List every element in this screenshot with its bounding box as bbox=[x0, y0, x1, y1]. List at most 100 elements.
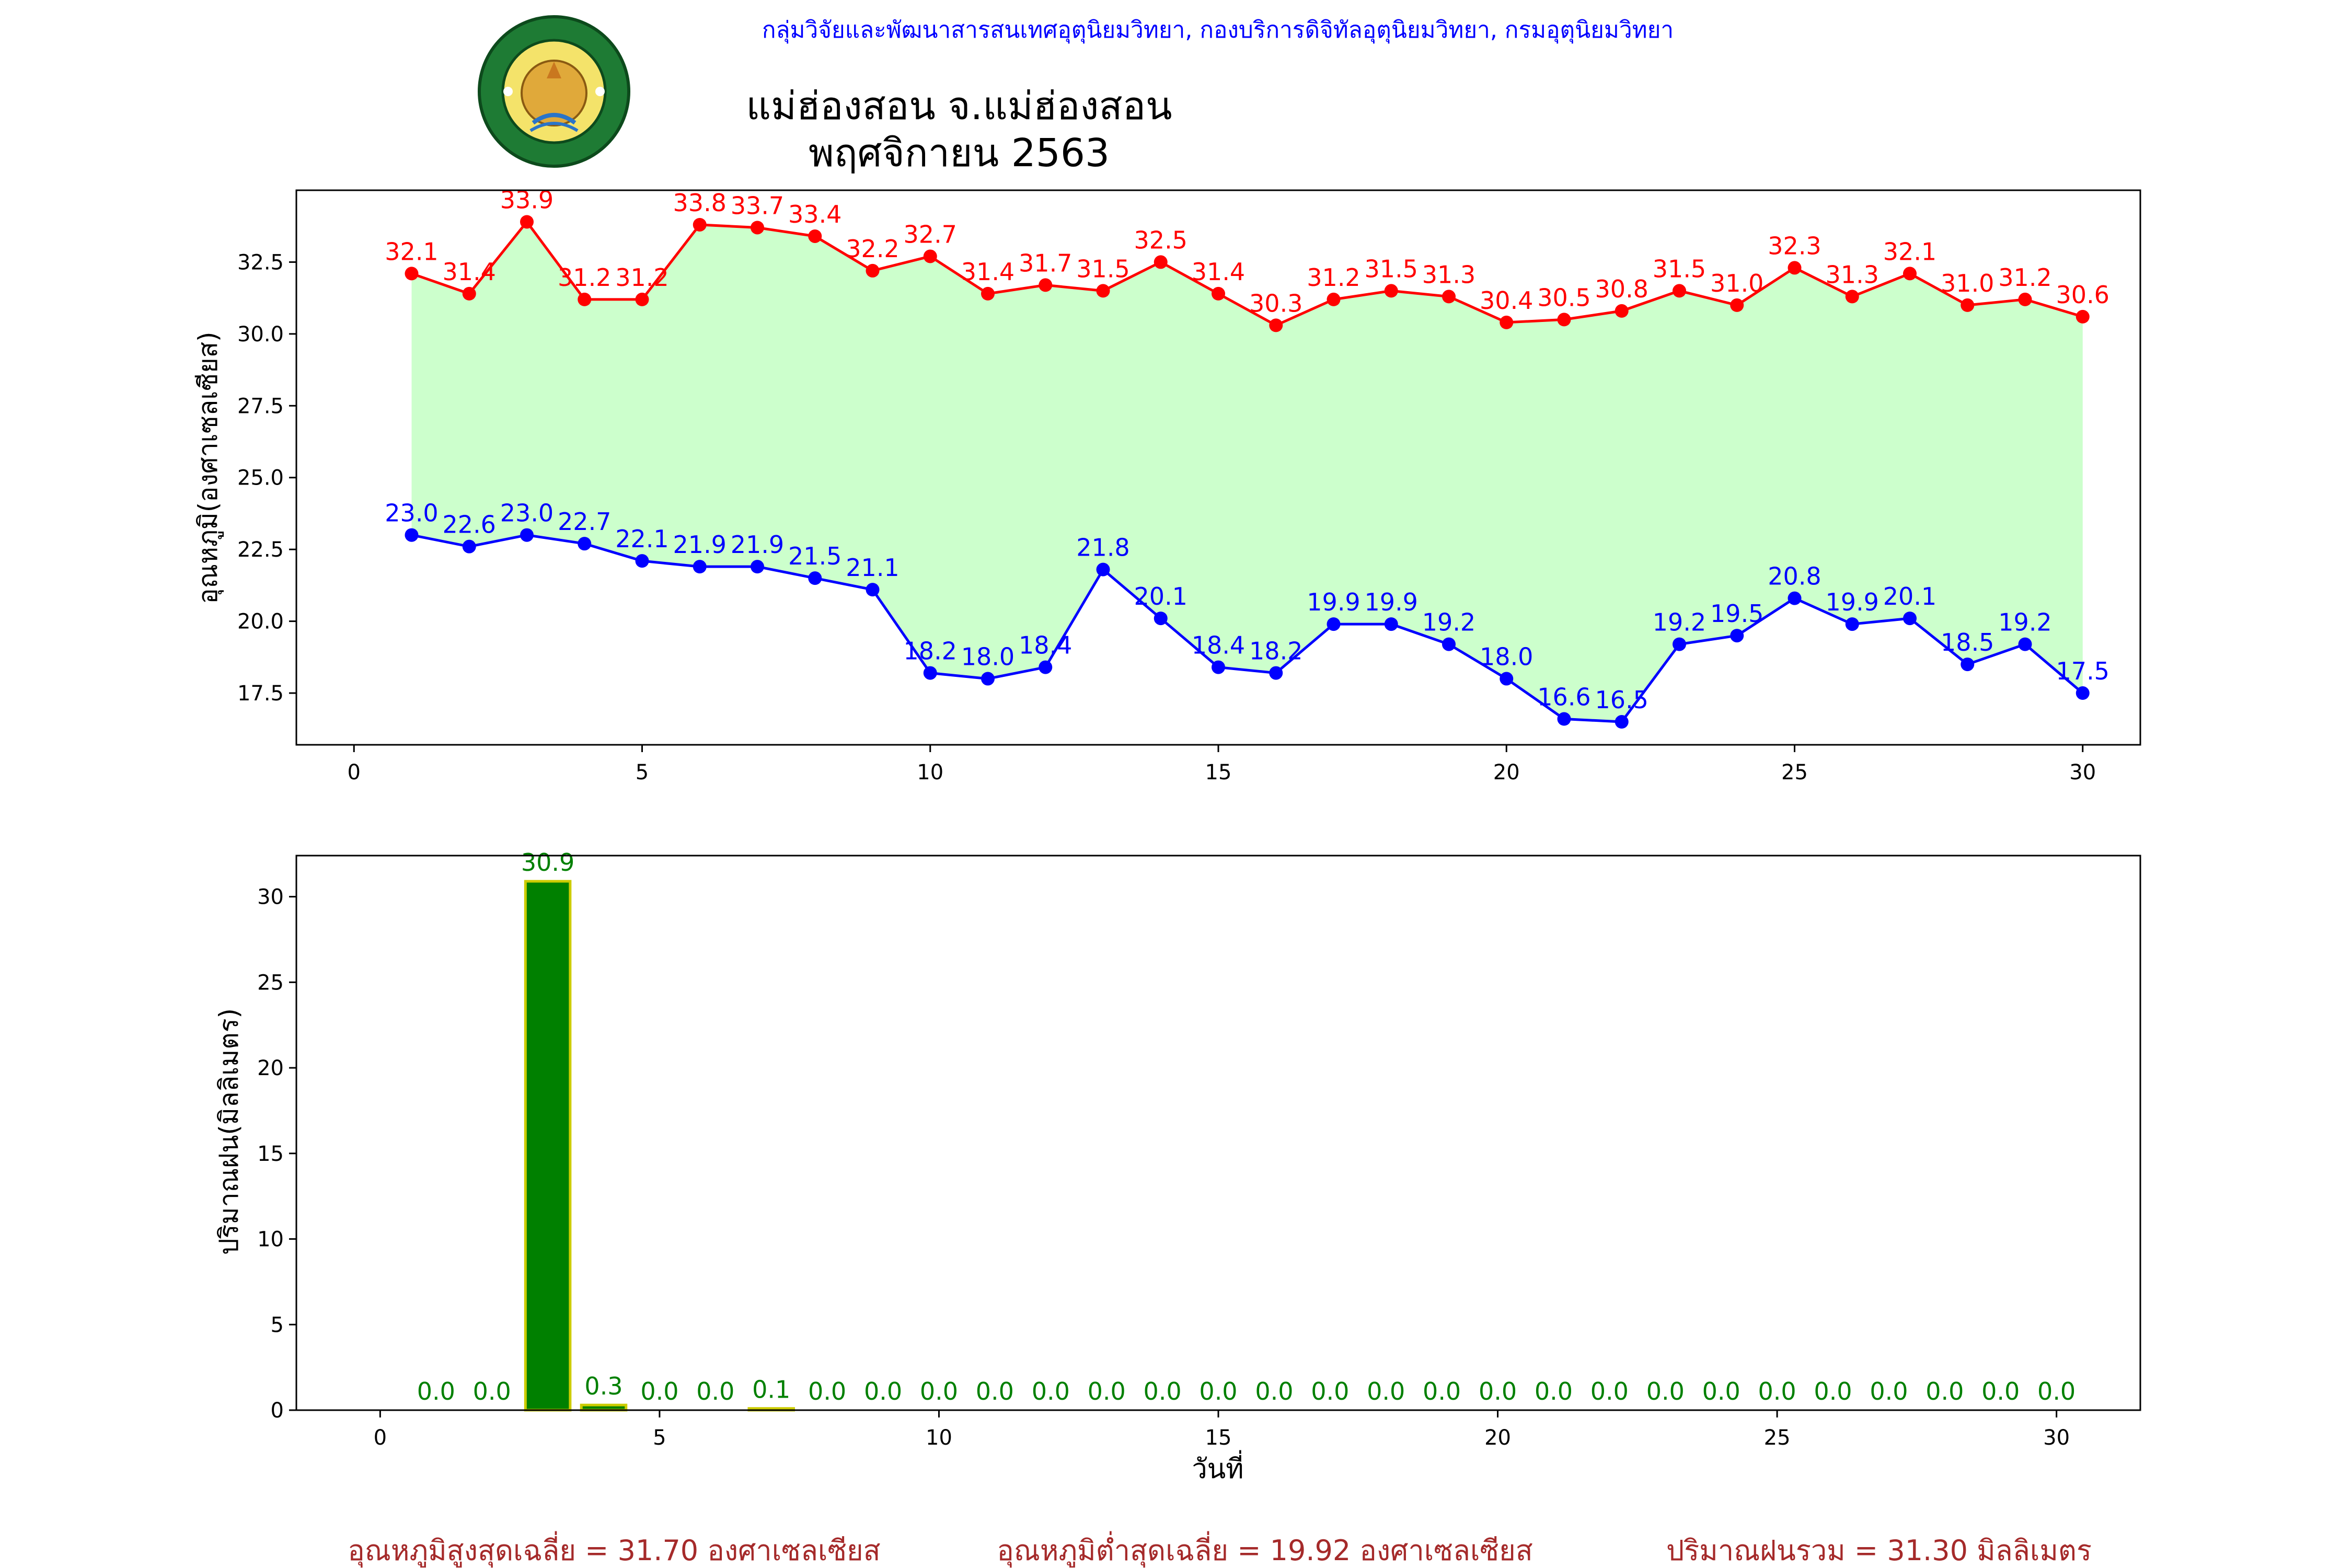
max-temperature-line bbox=[411, 220, 2083, 327]
max-temperature-value-label: 31.4 bbox=[961, 258, 1014, 286]
department-logo bbox=[478, 15, 630, 168]
max-temperature-point bbox=[635, 292, 649, 306]
min-temperature-point bbox=[981, 672, 995, 686]
rainfall-value-label: 0.0 bbox=[1926, 1377, 1964, 1405]
rainfall-value-label: 0.0 bbox=[1870, 1377, 1908, 1405]
max-temperature-value-label: 32.1 bbox=[385, 237, 438, 266]
max-temperature-point bbox=[578, 292, 592, 306]
max-temperature-point bbox=[808, 229, 822, 243]
max-temperature-value-label: 32.1 bbox=[1883, 237, 1936, 266]
rainfall-value-label: 0.0 bbox=[808, 1377, 846, 1405]
min-temperature-value-label: 23.0 bbox=[500, 499, 554, 527]
min-temperature-value-label: 19.9 bbox=[1365, 588, 1418, 616]
max-temperature-point bbox=[1673, 284, 1686, 298]
min-temperature-value-label: 22.7 bbox=[558, 508, 611, 536]
max-temperature-value-label: 31.0 bbox=[1941, 269, 1994, 297]
min-temperature-point bbox=[1442, 637, 1456, 651]
temperature-y-tick-label: 32.5 bbox=[237, 250, 284, 274]
max-temperature-point bbox=[1384, 284, 1398, 298]
min-temperature-value-label: 19.5 bbox=[1710, 599, 1763, 628]
max-temperature-value-label: 32.2 bbox=[846, 235, 899, 263]
max-temperature-value-label: 32.3 bbox=[1768, 232, 1821, 260]
min-temperature-point bbox=[751, 560, 764, 574]
max-temperature-value-label: 30.5 bbox=[1537, 283, 1590, 312]
min-temperature-line bbox=[411, 534, 2084, 723]
min-temperature-point bbox=[1788, 591, 1802, 605]
rainfall-y-tick-label: 30 bbox=[257, 885, 284, 909]
min-temperature-value-label: 21.5 bbox=[788, 542, 841, 570]
rainfall-y-axis-label: ปริมาณฝน(มิลลิเมตร) bbox=[214, 1008, 244, 1255]
max-temperature-value-label: 31.4 bbox=[443, 258, 496, 286]
rainfall-y-tick-label: 5 bbox=[271, 1313, 284, 1337]
min-temperature-value-label: 16.5 bbox=[1595, 686, 1648, 714]
rainfall-bar bbox=[524, 880, 572, 1412]
max-temperature-value-label: 31.2 bbox=[1998, 263, 2051, 292]
min-temperature-value-label: 20.1 bbox=[1134, 582, 1187, 610]
chart-title-month: พฤศจิกายน 2563 bbox=[809, 131, 1110, 176]
min-temperature-value-label: 17.5 bbox=[2056, 657, 2109, 685]
rainfall-value-label: 0.0 bbox=[1814, 1377, 1852, 1405]
temperature-y-tick-label: 27.5 bbox=[237, 394, 284, 418]
rainfall-value-label: 0.0 bbox=[1199, 1377, 1237, 1405]
rainfall-value-label: 0.0 bbox=[1702, 1377, 1740, 1405]
rainfall-value-label: 0.0 bbox=[1535, 1377, 1573, 1405]
rainfall-value-label: 0.0 bbox=[2037, 1377, 2076, 1405]
rainfall-data-labels: 0.0 0.0 30.9 0.3 0.0 0.0 0.1 0.0 0.0 0.0 0.0 0.0 0.0… bbox=[417, 848, 2076, 1405]
rainfall-plot-frame bbox=[295, 855, 2141, 1411]
max-temperature-value-label: 30.8 bbox=[1595, 275, 1648, 303]
min-temperature-point bbox=[520, 528, 534, 542]
temperature-y-tick-label: 20.0 bbox=[237, 610, 284, 634]
rainfall-value-label: 0.0 bbox=[640, 1377, 678, 1405]
max-temperature-value-label: 33.8 bbox=[673, 189, 727, 217]
min-temperature-point bbox=[1154, 612, 1168, 626]
average-min-temperature: อุณหภูมิต่ำสุดเฉลี่ย = 19.92 องศาเซลเซีย… bbox=[997, 1531, 1532, 1568]
min-temperature-point bbox=[462, 539, 476, 554]
min-temperature-value-label: 18.2 bbox=[1249, 637, 1302, 665]
max-temperature-point bbox=[1269, 318, 1283, 332]
min-temperature-value-label: 19.9 bbox=[1307, 588, 1360, 616]
max-temperature-point bbox=[866, 263, 880, 278]
temperature-x-tick-label: 0 bbox=[348, 760, 361, 785]
rainfall-value-label: 0.0 bbox=[1255, 1377, 1293, 1405]
max-temperature-point bbox=[1039, 278, 1053, 292]
rainfall-x-tick-label: 15 bbox=[1205, 1426, 1232, 1450]
max-temperature-point bbox=[1500, 315, 1514, 329]
rainfall-value-label: 0.3 bbox=[584, 1372, 622, 1400]
rainfall-value-label: 0.0 bbox=[417, 1377, 455, 1405]
max-temperature-value-label: 32.5 bbox=[1134, 226, 1187, 254]
rainfall-value-label: 0.0 bbox=[1981, 1377, 2020, 1405]
rainfall-value-label: 0.0 bbox=[1423, 1377, 1461, 1405]
min-temperature-value-label: 18.0 bbox=[1480, 643, 1533, 671]
rainfall-x-tick-label: 30 bbox=[2043, 1426, 2070, 1450]
min-temperature-point bbox=[1730, 629, 1744, 643]
rainfall-value-label: 0.0 bbox=[1758, 1377, 1796, 1405]
rainfall-y-tick-label: 10 bbox=[257, 1228, 284, 1252]
temperature-y-tick-label: 17.5 bbox=[237, 682, 284, 706]
max-temperature-value-label: 31.5 bbox=[1076, 255, 1129, 283]
temperature-y-tick-label: 30.0 bbox=[237, 322, 284, 347]
min-temperature-value-label: 18.4 bbox=[1192, 631, 1245, 660]
min-temperature-point bbox=[2076, 686, 2090, 700]
rainfall-value-label: 0.1 bbox=[752, 1376, 790, 1404]
max-temperature-point bbox=[1845, 290, 1859, 304]
rainfall-value-label: 0.0 bbox=[1311, 1377, 1349, 1405]
temperature-x-tick-label: 30 bbox=[2069, 760, 2096, 785]
min-temperature-point bbox=[1845, 617, 1859, 631]
temperature-x-tick-label: 25 bbox=[1781, 760, 1808, 785]
temperature-chart: 0 5 10 15 20 25 30 17.5 20.0 22.5 25.0 27.5 30.0 32.5… bbox=[193, 186, 2141, 785]
max-temperature-point bbox=[1442, 290, 1456, 304]
max-temperature-value-label: 30.3 bbox=[1249, 289, 1302, 317]
min-temperature-value-label: 19.2 bbox=[1653, 608, 1706, 637]
min-temperature-value-label: 19.2 bbox=[1998, 608, 2051, 637]
max-temperature-point bbox=[1730, 298, 1744, 312]
min-temperature-point bbox=[1673, 637, 1686, 651]
max-temperature-point bbox=[751, 221, 764, 235]
rainfall-bars-layer bbox=[524, 880, 795, 1412]
min-temperature-value-label: 21.8 bbox=[1076, 534, 1129, 562]
rainfall-value-label: 0.0 bbox=[976, 1377, 1014, 1405]
max-temperature-point bbox=[520, 215, 534, 229]
max-temperature-value-label: 33.4 bbox=[788, 200, 841, 228]
max-temperature-value-label: 31.2 bbox=[1307, 263, 1360, 292]
